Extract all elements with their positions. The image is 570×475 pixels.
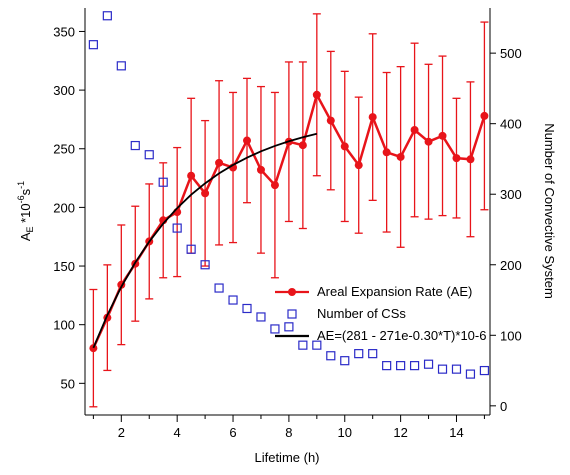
y-tick-label: 150 (53, 259, 75, 274)
point (354, 349, 364, 359)
point (480, 111, 489, 120)
point (340, 356, 350, 366)
y2-tick-label: 500 (500, 46, 522, 61)
point (451, 364, 462, 374)
x-tick-label: 14 (449, 425, 463, 440)
y-axis-label: AE *10-6s-1 (16, 181, 35, 241)
point (340, 142, 349, 151)
point (242, 303, 252, 314)
point (270, 324, 280, 334)
x-tick-label: 2 (118, 425, 125, 440)
point (270, 181, 279, 190)
y-tick-label: 250 (53, 142, 75, 157)
series-line (92, 132, 318, 349)
point (438, 131, 447, 140)
y2-tick-label: 300 (500, 187, 522, 202)
point (466, 155, 475, 164)
y2-tick-label: 100 (500, 328, 522, 343)
point (88, 40, 98, 50)
point (228, 295, 238, 305)
point (396, 361, 406, 371)
point (410, 125, 419, 134)
point (479, 365, 490, 376)
legend-label: Number of CSs (317, 306, 406, 321)
point (423, 359, 434, 369)
y-axis-label-part: -1 (16, 181, 26, 189)
point (312, 340, 322, 350)
y-axis-label-part: E (25, 226, 35, 232)
point (354, 161, 363, 170)
point (243, 136, 251, 145)
point (368, 113, 377, 122)
point (312, 90, 321, 99)
legend-label: AE=(281 - 271e-0.30*T)*10-6 (317, 328, 486, 343)
x-axis-label: Lifetime (h) (254, 450, 319, 465)
point (214, 283, 224, 293)
point (158, 177, 168, 187)
point (102, 11, 112, 21)
point (116, 61, 126, 71)
y2-tick-label: 400 (500, 117, 522, 132)
y-axis-label-part: A (18, 232, 33, 241)
point (186, 244, 196, 254)
y-tick-label: 50 (61, 376, 75, 391)
legend-label: Areal Expansion Rate (AE) (317, 284, 472, 299)
y-axis-label-part: -6 (16, 195, 26, 203)
y2-tick-label: 0 (500, 399, 507, 414)
point (187, 171, 196, 180)
y-axis-label-part: *10 (18, 203, 33, 226)
point (201, 189, 210, 198)
point (256, 312, 266, 322)
point (424, 137, 433, 146)
point (172, 223, 182, 233)
y-axis-label-part: s (18, 188, 33, 195)
x-tick-label: 10 (338, 425, 352, 440)
x-tick-label: 4 (174, 425, 181, 440)
point (382, 148, 391, 157)
y-tick-label: 100 (53, 318, 75, 333)
x-tick-label: 6 (229, 425, 236, 440)
point (298, 141, 307, 150)
point (382, 361, 392, 371)
legend-marker (288, 288, 296, 296)
point (89, 344, 98, 353)
point (465, 369, 476, 379)
point (298, 340, 308, 350)
x-tick-label: 8 (285, 425, 292, 440)
point (130, 140, 140, 151)
point (437, 364, 448, 374)
point (326, 351, 336, 361)
y2-tick-label: 200 (500, 258, 522, 273)
point (409, 361, 420, 371)
point (368, 349, 378, 359)
y-tick-label: 200 (53, 200, 75, 215)
point (452, 154, 461, 163)
point (256, 165, 265, 174)
point (396, 152, 405, 161)
legend-marker (287, 309, 297, 319)
point (200, 260, 210, 270)
y2-axis-label: Number of Convective System (542, 123, 557, 299)
x-tick-label: 12 (393, 425, 407, 440)
point (284, 322, 294, 332)
point (215, 158, 224, 167)
point (326, 116, 335, 125)
y-tick-label: 300 (53, 83, 75, 98)
point (144, 150, 154, 160)
y-tick-label: 350 (53, 24, 75, 39)
